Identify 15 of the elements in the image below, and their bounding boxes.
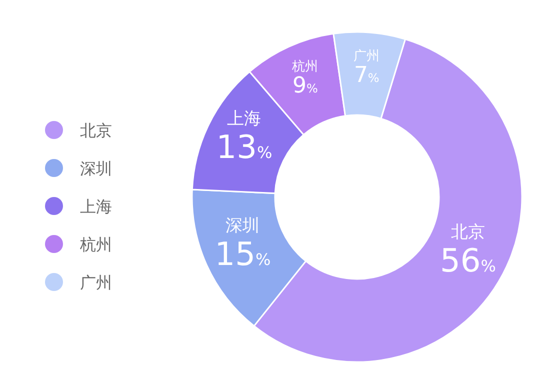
legend-label: 上海 [80,197,112,216]
slice-label: 广州 [354,48,380,64]
legend-label: 北京 [80,121,112,140]
slice-label: 杭州 [291,60,318,75]
data-label: 15% [214,234,271,273]
data-label: 13% [216,128,272,166]
data-label: 56% [440,242,496,280]
slice-label: 深圳 [226,216,260,236]
legend-label: 广州 [80,273,112,292]
legend-label: 杭州 [79,235,112,254]
slice-label: 上海 [227,108,262,129]
slice-label: 北京 [451,222,486,243]
legend-label: 深圳 [80,159,112,178]
data-label: 7% [354,62,380,88]
data-label: 9% [292,74,318,99]
